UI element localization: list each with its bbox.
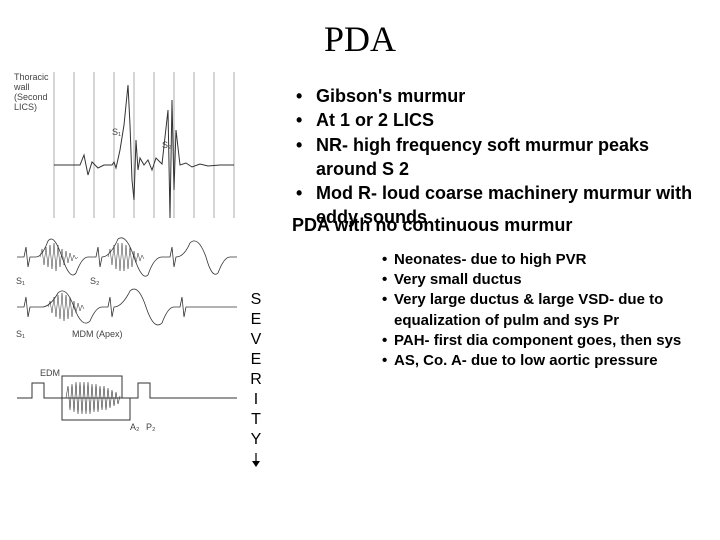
label-wall: wall [13,82,30,92]
severity-letter: R [250,370,262,390]
severity-letter: E [251,350,262,370]
severity-letter: I [254,390,258,410]
label-s2: S₂ [162,140,172,150]
severity-label: S E V E R I T Y [250,290,262,467]
label-p2: P₂ [146,422,156,432]
main-bullet-item: NR- high frequency soft murmur peaks aro… [292,133,708,182]
sub-bullet-list: Neonates- due to high PVR Very small duc… [292,250,708,372]
label-s1-mid2: S₁ [16,329,25,339]
main-bullet-item: Mod R- loud coarse machinery murmur with… [292,181,708,230]
sub-bullet-item: Very small ductus [382,270,708,290]
severity-letter: Y [251,430,262,450]
right-column: Gibson's murmur At 1 or 2 LICS NR- high … [262,70,708,447]
sub-bullet-item: Neonates- due to high PVR [382,250,708,270]
page-title: PDA [0,0,720,70]
waveform-bottom: EDM A₂ P₂ [12,358,242,443]
label-s2-mid: S₂ [90,276,100,286]
sub-bullet-item: Very large ductus & large VSD- due to eq… [382,290,708,331]
label-thoracic: Thoracic [14,72,49,82]
label-lics: LICS) [14,102,37,112]
label-a2: A₂ [130,422,140,432]
left-column: Thoracic wall (Second LICS) [12,70,262,447]
label-edm: EDM [40,368,60,378]
severity-letter: S [251,290,262,310]
label-s1: S₁ [112,127,121,137]
label-second: (Second [14,92,48,102]
severity-letter: T [251,410,261,430]
label-mdm: MDM (Apex) [72,329,123,339]
waveform-middle: S₁ S₂ S₁ MDM (Apex) [12,229,242,354]
waveform-top: Thoracic wall (Second LICS) [12,70,242,225]
main-bullet-list: Gibson's murmur At 1 or 2 LICS NR- high … [292,84,708,230]
sub-bullet-item: AS, Co. A- due to low aortic pressure [382,351,708,371]
severity-letter: V [251,330,262,350]
label-s1-mid: S₁ [16,276,25,286]
arrow-down-icon [250,453,262,467]
main-bullet-item: At 1 or 2 LICS [292,108,708,132]
sub-bullet-item: PAH- first dia component goes, then sys [382,331,708,351]
content-area: Thoracic wall (Second LICS) [0,70,720,447]
severity-letter: E [251,310,262,330]
main-bullet-item: Gibson's murmur [292,84,708,108]
